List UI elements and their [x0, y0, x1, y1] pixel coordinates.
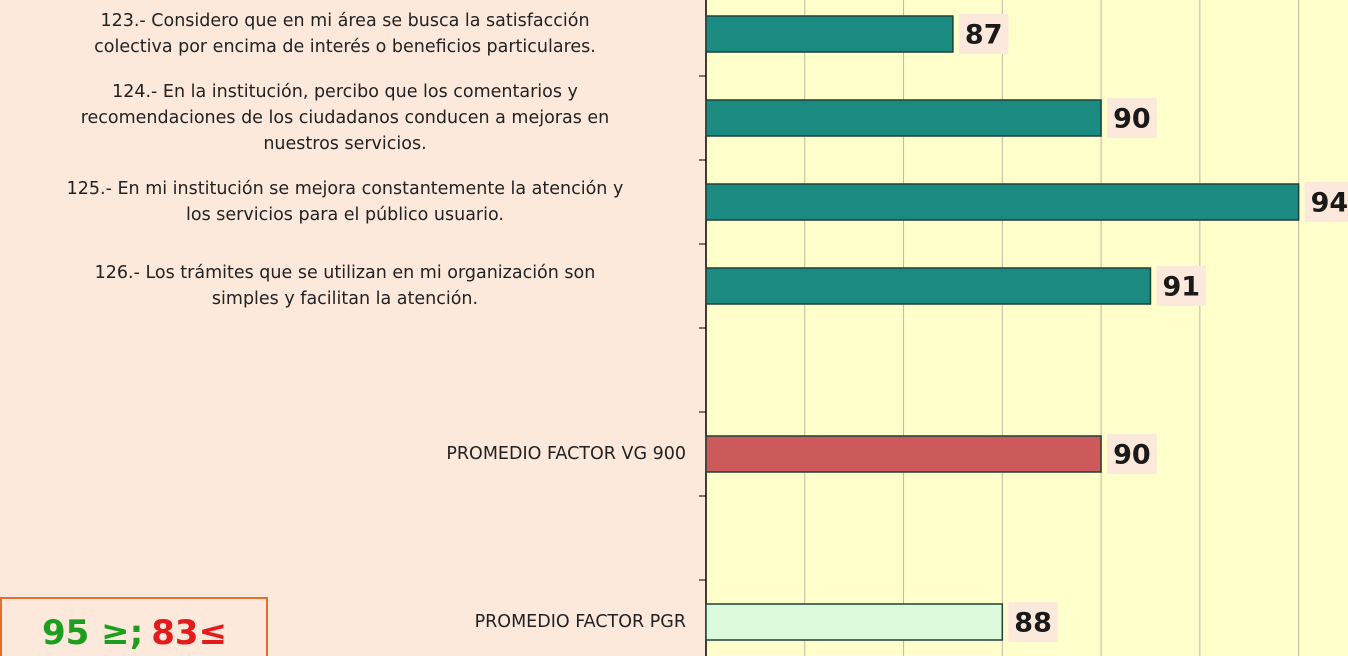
category-label: 126.- Los trámites que se utilizan en mi… [94, 263, 596, 309]
value-label: 91 [1162, 272, 1200, 303]
value-label: 90 [1113, 440, 1151, 471]
bar [705, 267, 1152, 305]
bar [705, 15, 954, 53]
category-label: 123.- Considero que en mi área se busca … [94, 11, 596, 57]
value-label-bg [1304, 182, 1348, 222]
value-label-bg [1008, 602, 1058, 642]
value-label: 90 [1113, 104, 1151, 135]
category-label: 125.- En mi institución se mejora consta… [66, 179, 624, 225]
bar [705, 603, 1004, 641]
value-label-bg [1107, 434, 1157, 474]
bar [705, 435, 1102, 473]
value-label: 88 [1014, 608, 1052, 639]
bar [705, 99, 1102, 137]
legend-text: 95 ≥; [42, 613, 144, 653]
value-label-bg [1156, 266, 1207, 306]
value-label: 87 [965, 20, 1003, 51]
category-label: PROMEDIO FACTOR VG 900 [446, 444, 686, 464]
bar [705, 183, 1300, 221]
plot-area [706, 0, 1348, 656]
category-label: PROMEDIO FACTOR PGR [474, 612, 686, 632]
value-label-bg [1107, 98, 1157, 138]
category-label: 124.- En la institución, percibo que los… [80, 82, 610, 154]
legend-box: 95 ≥; 83≤ [0, 597, 268, 656]
legend-text: 83≤ [151, 613, 228, 653]
value-label-bg [958, 14, 1009, 54]
value-label: 94 [1311, 188, 1348, 219]
